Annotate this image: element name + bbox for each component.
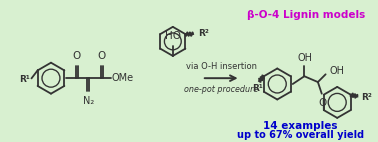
Text: one-pot procedure: one-pot procedure (184, 85, 258, 94)
Text: OH: OH (330, 66, 344, 76)
Text: via O-H insertion: via O-H insertion (186, 62, 257, 71)
Text: O: O (97, 51, 105, 61)
Text: O: O (319, 98, 327, 107)
Text: R¹: R¹ (252, 84, 262, 93)
Text: HO: HO (165, 31, 181, 41)
Text: R²: R² (361, 93, 372, 102)
Text: 14 examples: 14 examples (263, 121, 338, 131)
Text: O: O (72, 51, 80, 61)
Text: R¹: R¹ (19, 75, 30, 84)
Text: OMe: OMe (112, 73, 134, 83)
Text: up to 67% overall yield: up to 67% overall yield (237, 130, 364, 140)
Text: R²: R² (198, 29, 209, 38)
Text: N₂: N₂ (83, 96, 94, 106)
Text: β-O-4 Lignin models: β-O-4 Lignin models (247, 10, 366, 20)
Text: OH: OH (298, 53, 313, 63)
FancyArrowPatch shape (204, 75, 235, 81)
